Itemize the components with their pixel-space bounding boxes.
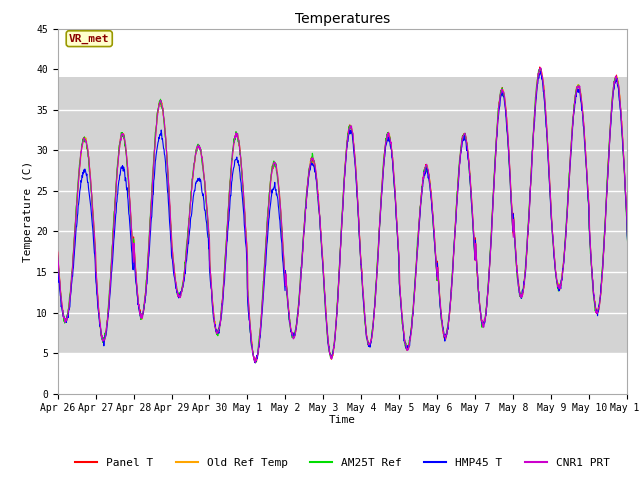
Bar <box>58 77 627 353</box>
Text: VR_met: VR_met <box>69 34 109 44</box>
Legend: Panel T, Old Ref Temp, AM25T Ref, HMP45 T, CNR1 PRT: Panel T, Old Ref Temp, AM25T Ref, HMP45 … <box>70 454 614 473</box>
X-axis label: Time: Time <box>329 415 356 425</box>
Y-axis label: Temperature (C): Temperature (C) <box>23 161 33 262</box>
Title: Temperatures: Temperatures <box>295 12 390 26</box>
